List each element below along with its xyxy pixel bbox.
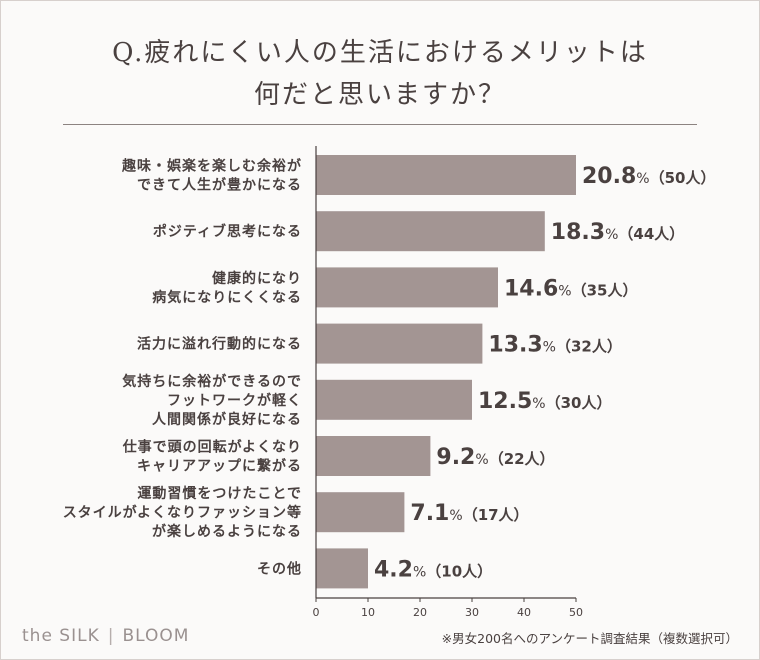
bar-7 xyxy=(316,492,405,533)
bar-8 xyxy=(316,548,368,589)
data-label-3: 14.6%（35人） xyxy=(504,276,637,301)
title-line-1: Q.疲れにくい人の生活におけるメリットは xyxy=(112,38,648,68)
brand-separator: | xyxy=(107,626,115,646)
survey-note: ※男女200名へのアンケート調査結果（複数選択可） xyxy=(441,631,738,646)
bar-6 xyxy=(316,436,431,476)
x-tick-label-0: 0 xyxy=(313,606,320,619)
x-tick-label-40: 40 xyxy=(517,606,531,619)
x-tick-label-10: 10 xyxy=(361,606,375,619)
data-label-7: 7.1%（17人） xyxy=(410,501,528,526)
x-tick-label-30: 30 xyxy=(465,606,479,619)
bar-2 xyxy=(316,211,545,252)
brand-name-left: the SILK xyxy=(22,626,100,646)
category-label-1: 趣味・娯楽を楽しむ余裕ができて人生が豊かになる xyxy=(121,158,302,194)
title-line-2: 何だと思いますか？ xyxy=(253,80,506,110)
data-label-4: 13.3%（32人） xyxy=(488,333,621,358)
category-label-7: 運動習慣をつけたことでスタイルがよくなりファッション等が楽しめるようになる xyxy=(63,485,302,540)
bar-1 xyxy=(316,155,576,195)
chart-title: Q.疲れにくい人の生活におけるメリットは 何だと思いますか？ xyxy=(0,32,760,116)
x-tick-label-20: 20 xyxy=(413,606,427,619)
data-label-1: 20.8%（50人） xyxy=(582,164,715,189)
brand-name-right: BLOOM xyxy=(122,626,190,646)
category-label-3: 健康的になり病気になりにくくなる xyxy=(152,270,302,306)
bar-3 xyxy=(316,267,498,308)
category-label-8: その他 xyxy=(257,560,302,577)
category-label-4: 活力に溢れ行動的になる xyxy=(137,336,302,353)
data-label-8: 4.2%（10人） xyxy=(374,557,492,582)
data-label-6: 9.2%（22人） xyxy=(436,445,554,470)
x-tick-label-50: 50 xyxy=(569,606,583,619)
data-label-2: 18.3%（44人） xyxy=(551,220,684,245)
bar-4 xyxy=(316,323,483,364)
category-label-2: ポジティブ思考になる xyxy=(153,223,302,240)
bar-5 xyxy=(316,379,472,420)
brand-logo: the SILK | BLOOM xyxy=(22,626,189,646)
title-divider xyxy=(63,124,697,125)
category-label-5: 気持ちに余裕ができるのでフットワークが軽く人間関係が良好になる xyxy=(122,373,302,428)
category-label-6: 仕事で頭の回転がよくなりキャリアアップに繋がる xyxy=(122,439,302,475)
data-label-5: 12.5%（30人） xyxy=(478,389,611,414)
